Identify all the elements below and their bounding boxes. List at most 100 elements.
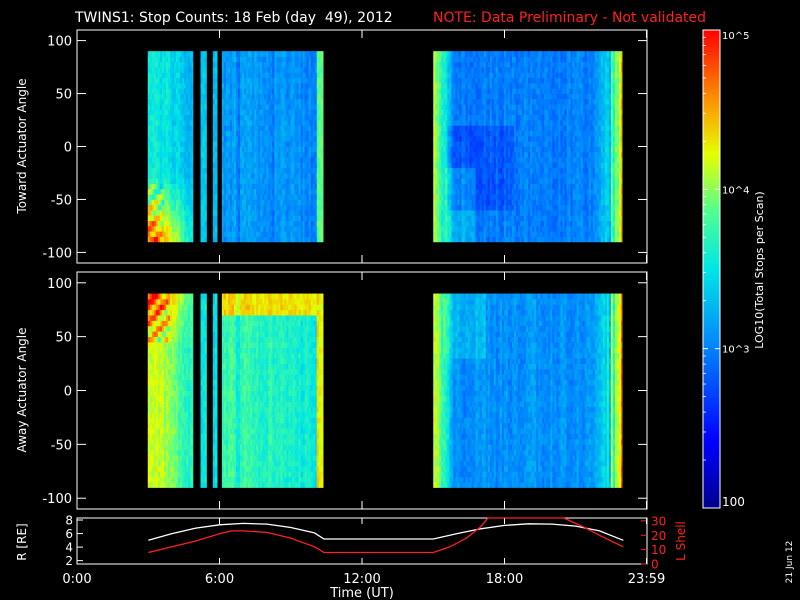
toward-heatmap-cell bbox=[451, 220, 454, 227]
toward-heatmap-cell bbox=[274, 98, 277, 105]
toward-heatmap-cell bbox=[180, 125, 183, 132]
toward-heatmap-cell bbox=[184, 236, 187, 243]
toward-heatmap-cell bbox=[153, 194, 157, 200]
toward-heatmap-cell bbox=[443, 151, 446, 158]
toward-heatmap-cell bbox=[264, 98, 267, 105]
toward-heatmap-cell bbox=[159, 162, 163, 169]
toward-heatmap-cell bbox=[161, 204, 165, 211]
toward-heatmap-cell bbox=[471, 231, 475, 237]
toward-heatmap-cell bbox=[286, 120, 289, 126]
toward-heatmap-cell bbox=[184, 167, 187, 174]
toward-heatmap-cell bbox=[540, 114, 543, 121]
toward-heatmap-cell bbox=[473, 231, 477, 237]
toward-heatmap-cell bbox=[459, 199, 462, 206]
toward-heatmap-cell bbox=[491, 82, 495, 89]
toward-heatmap-cell bbox=[192, 215, 194, 222]
toward-heatmap-cell bbox=[278, 225, 281, 232]
toward-heatmap-cell bbox=[172, 178, 175, 184]
toward-heatmap-cell bbox=[548, 220, 551, 227]
toward-heatmap-cell bbox=[254, 188, 257, 195]
toward-heatmap-cell bbox=[242, 225, 245, 232]
toward-heatmap-cell bbox=[477, 220, 481, 227]
toward-heatmap-cell bbox=[182, 215, 185, 222]
toward-heatmap-cell bbox=[272, 72, 275, 79]
toward-heatmap-cell bbox=[318, 82, 322, 89]
toward-heatmap-cell bbox=[200, 199, 203, 206]
toward-heatmap-cell bbox=[485, 215, 489, 222]
toward-heatmap-cell bbox=[316, 162, 320, 169]
toward-heatmap-cell bbox=[467, 82, 470, 89]
toward-heatmap-cell bbox=[501, 88, 505, 94]
toward-heatmap-cell bbox=[262, 120, 265, 126]
toward-heatmap-cell bbox=[260, 231, 263, 237]
toward-heatmap-cell bbox=[514, 125, 517, 132]
toward-heatmap-cell bbox=[248, 225, 251, 232]
toward-heatmap-cell bbox=[178, 120, 181, 126]
toward-heatmap-cell bbox=[246, 114, 249, 121]
toward-heatmap-cell bbox=[520, 151, 523, 158]
toward-heatmap-cell bbox=[176, 204, 179, 211]
toward-heatmap-cell bbox=[180, 231, 183, 237]
toward-heatmap-cell bbox=[465, 98, 468, 105]
toward-heatmap-cell bbox=[300, 104, 304, 110]
toward-heatmap-cell bbox=[186, 151, 189, 158]
toward-heatmap-cell bbox=[312, 120, 316, 126]
toward-heatmap-cell bbox=[296, 225, 299, 232]
toward-heatmap-cell bbox=[485, 61, 489, 68]
toward-heatmap-cell bbox=[451, 77, 454, 84]
toward-heatmap-cell bbox=[433, 146, 436, 153]
toward-heatmap-cell bbox=[457, 56, 460, 63]
toward-heatmap-cell bbox=[216, 93, 218, 100]
toward-heatmap-cell bbox=[250, 114, 253, 121]
toward-heatmap-cell bbox=[485, 167, 489, 174]
toward-heatmap-cell bbox=[312, 67, 316, 73]
toward-heatmap-cell bbox=[280, 157, 283, 163]
toward-heatmap-cell bbox=[530, 77, 533, 84]
toward-heatmap-cell bbox=[288, 141, 291, 147]
toward-heatmap-cell bbox=[503, 141, 507, 147]
toward-heatmap-cell bbox=[459, 109, 462, 116]
toward-heatmap-cell bbox=[298, 146, 302, 153]
toward-heatmap-cell bbox=[252, 178, 255, 184]
toward-heatmap-cell bbox=[505, 183, 509, 190]
toward-heatmap-cell bbox=[540, 67, 543, 73]
toward-heatmap-cell bbox=[316, 141, 320, 147]
toward-heatmap-cell bbox=[290, 210, 293, 216]
toward-heatmap-cell bbox=[465, 61, 468, 68]
toward-heatmap-cell bbox=[270, 120, 273, 126]
toward-heatmap-cell bbox=[260, 130, 263, 137]
toward-heatmap-cell bbox=[258, 194, 261, 200]
toward-heatmap-cell bbox=[548, 146, 551, 153]
toward-heatmap-cell bbox=[252, 104, 255, 110]
toward-heatmap-cell bbox=[467, 199, 470, 206]
toward-heatmap-cell bbox=[439, 61, 442, 68]
toward-heatmap-cell bbox=[178, 151, 181, 158]
toward-heatmap-cell bbox=[278, 204, 281, 211]
toward-heatmap-cell bbox=[451, 141, 454, 147]
toward-heatmap-cell bbox=[282, 236, 285, 243]
toward-heatmap-cell bbox=[190, 93, 193, 100]
toward-heatmap-cell bbox=[514, 77, 517, 84]
toward-heatmap-cell bbox=[300, 109, 304, 116]
toward-heatmap-cell bbox=[308, 210, 312, 216]
toward-heatmap-cell bbox=[528, 162, 531, 169]
toward-heatmap-cell bbox=[467, 104, 470, 110]
toward-heatmap-cell bbox=[200, 215, 203, 222]
toward-heatmap-cell bbox=[268, 114, 271, 121]
toward-heatmap-cell bbox=[316, 98, 320, 105]
toward-heatmap-cell bbox=[266, 162, 269, 169]
toward-heatmap-cell bbox=[264, 104, 267, 110]
toward-heatmap-cell bbox=[284, 51, 287, 57]
toward-heatmap-cell bbox=[441, 225, 444, 232]
toward-heatmap-cell bbox=[169, 220, 173, 227]
toward-heatmap-cell bbox=[286, 141, 289, 147]
toward-heatmap-cell bbox=[532, 120, 535, 126]
toward-heatmap-cell bbox=[214, 135, 218, 142]
toward-heatmap-cell bbox=[280, 194, 283, 200]
toward-heatmap-cell bbox=[445, 210, 448, 216]
toward-heatmap-cell bbox=[471, 236, 475, 243]
toward-heatmap-cell bbox=[534, 183, 537, 190]
toward-heatmap-cell bbox=[435, 157, 438, 163]
toward-heatmap-cell bbox=[544, 109, 547, 116]
toward-heatmap-cell bbox=[461, 178, 464, 184]
